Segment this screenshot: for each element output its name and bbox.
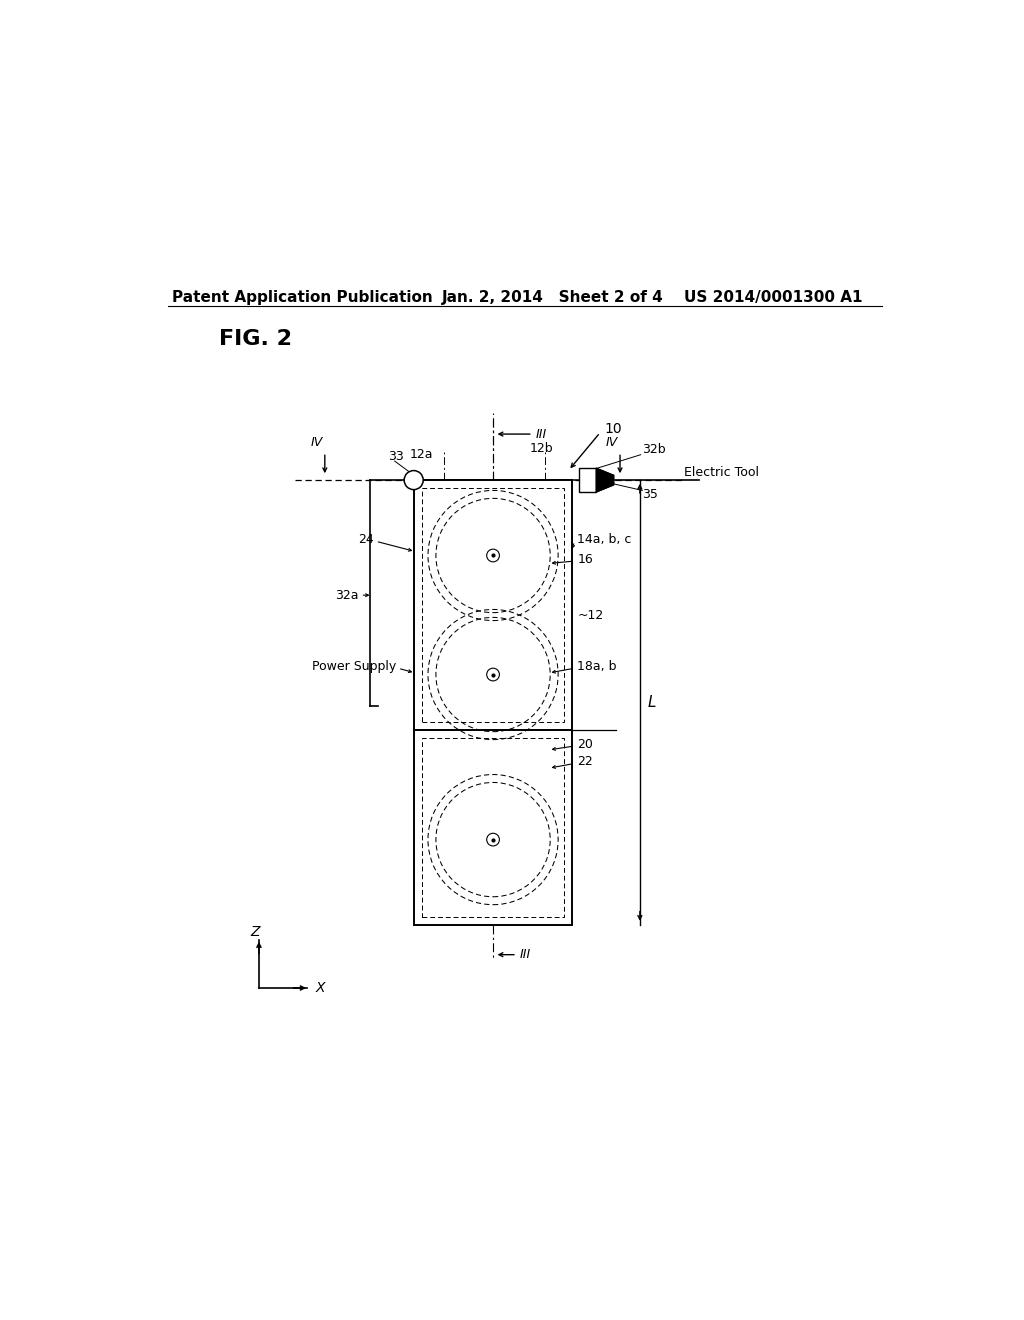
Text: US 2014/0001300 A1: US 2014/0001300 A1 xyxy=(684,290,862,305)
Circle shape xyxy=(486,668,500,681)
Text: 24: 24 xyxy=(358,533,374,546)
Text: 14a, b, c: 14a, b, c xyxy=(578,533,632,546)
Text: Electric Tool: Electric Tool xyxy=(684,466,759,479)
Text: 32b: 32b xyxy=(642,444,666,457)
Text: 12b: 12b xyxy=(529,442,553,455)
Text: III: III xyxy=(536,428,547,441)
Text: 22: 22 xyxy=(578,755,593,768)
Text: 12a: 12a xyxy=(410,449,433,461)
Text: 10: 10 xyxy=(604,421,622,436)
Bar xyxy=(414,480,572,730)
Text: III: III xyxy=(520,948,531,961)
Text: 18a, b: 18a, b xyxy=(578,660,616,673)
Text: Jan. 2, 2014   Sheet 2 of 4: Jan. 2, 2014 Sheet 2 of 4 xyxy=(441,290,664,305)
Bar xyxy=(414,730,572,924)
Text: 16: 16 xyxy=(578,553,593,566)
Polygon shape xyxy=(596,469,613,492)
Text: 33: 33 xyxy=(388,450,404,463)
Text: IV: IV xyxy=(606,437,618,449)
Text: Power Supply: Power Supply xyxy=(312,660,396,673)
Text: 20: 20 xyxy=(578,738,593,751)
Bar xyxy=(422,488,564,722)
Text: IV: IV xyxy=(310,437,323,449)
Text: Patent Application Publication: Patent Application Publication xyxy=(172,290,432,305)
Circle shape xyxy=(404,471,423,490)
Text: 35: 35 xyxy=(642,488,658,500)
Text: X: X xyxy=(316,981,326,995)
Text: 32a: 32a xyxy=(335,589,358,602)
Text: Z: Z xyxy=(250,925,260,940)
Text: L: L xyxy=(648,694,656,710)
Circle shape xyxy=(486,549,500,562)
Bar xyxy=(579,469,596,492)
Text: ~12: ~12 xyxy=(578,609,603,622)
Bar xyxy=(422,738,564,916)
Text: FIG. 2: FIG. 2 xyxy=(219,329,292,348)
Circle shape xyxy=(486,833,500,846)
